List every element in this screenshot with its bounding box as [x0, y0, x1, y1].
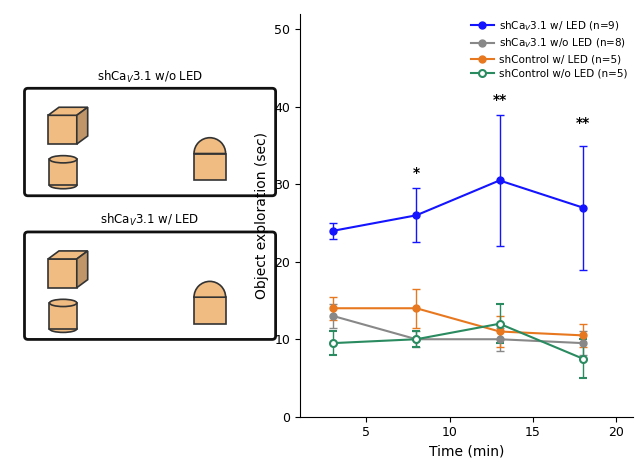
X-axis label: Time (min): Time (min) — [429, 445, 504, 459]
Text: **: ** — [493, 93, 507, 107]
Polygon shape — [48, 251, 88, 259]
Polygon shape — [48, 107, 88, 115]
Bar — [194, 297, 226, 324]
Ellipse shape — [49, 299, 77, 307]
Polygon shape — [48, 115, 77, 144]
Legend: shCa$_V$3.1 w/ LED (n=9), shCa$_V$3.1 w/o LED (n=8), shControl w/ LED (n=5), shC: shCa$_V$3.1 w/ LED (n=9), shCa$_V$3.1 w/… — [471, 19, 627, 79]
Wedge shape — [194, 282, 226, 297]
Text: shCa$_V$3.1 w/o LED: shCa$_V$3.1 w/o LED — [97, 69, 203, 85]
Polygon shape — [77, 251, 88, 288]
Wedge shape — [194, 138, 226, 154]
Ellipse shape — [49, 156, 77, 163]
Y-axis label: Object exploration (sec): Object exploration (sec) — [254, 132, 268, 299]
Ellipse shape — [49, 181, 77, 189]
Polygon shape — [48, 259, 77, 288]
Bar — [49, 159, 77, 185]
FancyBboxPatch shape — [24, 88, 275, 196]
Text: shCa$_V$3.1 w/ LED: shCa$_V$3.1 w/ LED — [100, 212, 199, 228]
Bar — [194, 154, 226, 180]
Bar — [49, 303, 77, 329]
Text: **: ** — [576, 116, 590, 130]
Polygon shape — [77, 107, 88, 144]
Text: *: * — [413, 166, 420, 181]
Ellipse shape — [49, 325, 77, 332]
FancyBboxPatch shape — [24, 232, 275, 339]
